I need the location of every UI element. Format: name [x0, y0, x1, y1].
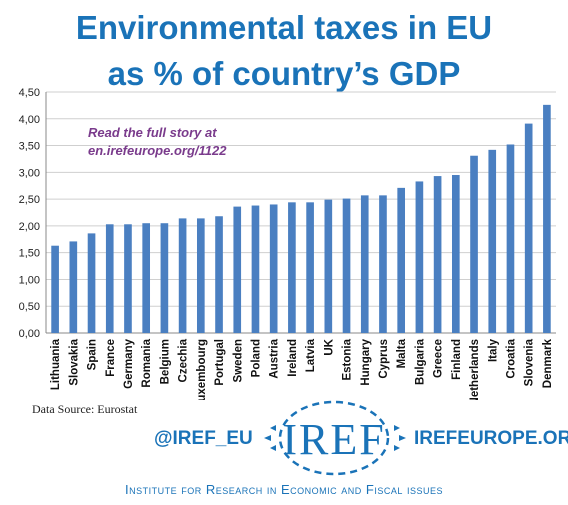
bar-germany	[124, 224, 132, 333]
x-tick-label: Italy	[487, 338, 499, 362]
y-tick-label: 2,50	[19, 194, 40, 206]
x-tick-label: Estonia	[342, 338, 354, 380]
x-tick-label: Belgium	[159, 339, 171, 384]
x-tick-label: Romania	[141, 338, 153, 387]
iref-logo: IREF	[264, 400, 406, 476]
y-axis: 0,00 0,50 1,00 1,50 2,00 2,50 3,00 3,50 4,00 4,50	[19, 87, 556, 340]
x-tick-label: Spain	[87, 339, 99, 370]
x-tick-label: Portugal	[214, 339, 226, 386]
x-tick-label: Cyprus	[378, 339, 390, 379]
x-tick-label: Ireland	[287, 339, 299, 377]
bar-ireland	[288, 202, 296, 333]
y-tick-label: 1,00	[19, 274, 40, 286]
story-link[interactable]: en.irefeurope.org/1122	[88, 143, 227, 158]
y-tick-label: 0,50	[19, 301, 40, 313]
x-tick-label: Croatia	[505, 338, 517, 378]
x-tick-label: Czechia	[178, 338, 190, 382]
x-tick-label: UK	[323, 338, 335, 355]
bar-estonia	[342, 198, 351, 333]
x-tick-label: Slovakia	[68, 338, 80, 385]
bar-sweden	[233, 206, 242, 333]
story-note-line1: Read the full story at	[88, 125, 217, 140]
x-tick-label: Bulgaria	[414, 338, 426, 385]
bar-spain	[87, 233, 96, 333]
bar-france	[105, 224, 114, 333]
bar-chart: 0,00 0,50 1,00 1,50 2,00 2,50 3,00 3,50 4,00 4,50…	[19, 87, 556, 400]
bar-portugal	[215, 216, 223, 333]
bars	[51, 104, 551, 333]
bar-cyprus	[379, 195, 387, 333]
x-tick-label: Austria	[269, 338, 281, 378]
bar-slovakia	[69, 241, 78, 333]
bar-uk	[324, 199, 333, 333]
bar-italy	[488, 149, 497, 333]
x-tick-label: Sweden	[232, 339, 244, 382]
x-tick-label: Greece	[433, 339, 445, 378]
y-tick-label: 2,00	[19, 221, 40, 233]
x-tick-label: Malta	[396, 338, 408, 368]
twitter-handle[interactable]: @IREF_EU	[154, 428, 253, 449]
x-tick-label: France	[105, 339, 117, 377]
bar-lithuania	[51, 245, 59, 333]
y-tick-label: 3,50	[19, 141, 40, 153]
bar-romania	[142, 223, 151, 333]
bar-bulgaria	[415, 181, 424, 333]
bar-belgium	[160, 223, 169, 333]
bar-greece	[433, 176, 442, 333]
chart-title-line1: Environmental taxes in EU	[75, 9, 493, 46]
bar-croatia	[506, 144, 515, 333]
x-tick-label: Poland	[250, 339, 262, 377]
bar-luxembourg	[196, 218, 205, 333]
x-tick-label: Slovenia	[524, 338, 536, 386]
x-tick-label: Lithuania	[50, 338, 62, 390]
bar-finland	[451, 175, 460, 333]
x-tick-label: Netherlands	[469, 339, 481, 400]
bar-austria	[269, 204, 278, 333]
x-tick-label: Latvia	[305, 338, 317, 372]
x-tick-label: Hungary	[360, 338, 372, 385]
x-tick-label: Denmark	[542, 338, 554, 388]
chart-title-line2: as % of country’s GDP	[107, 55, 461, 92]
bar-hungary	[360, 195, 369, 333]
y-tick-label: 1,50	[19, 248, 40, 260]
website-link[interactable]: IREFEUROPE.ORG	[414, 428, 568, 449]
y-tick-label: 4,50	[19, 87, 40, 99]
bar-latvia	[306, 202, 314, 333]
logo-text: IREF	[282, 415, 385, 464]
x-axis-labels: Lithuania Slovakia Spain France Germany Roman…	[50, 338, 554, 400]
x-tick-label: Luxembourg	[196, 339, 208, 400]
x-tick-label: Finland	[451, 339, 463, 380]
institute-name: Institute for Research in Economic and F…	[125, 482, 443, 497]
bar-netherlands	[470, 155, 478, 333]
x-tick-label: Germany	[123, 338, 135, 388]
y-tick-label: 3,00	[19, 167, 40, 179]
bar-poland	[251, 205, 260, 333]
data-source: Data Source: Eurostat	[32, 402, 138, 416]
y-tick-label: 0,00	[19, 328, 40, 340]
y-tick-label: 4,00	[19, 114, 40, 126]
bar-malta	[397, 187, 406, 333]
bar-denmark	[543, 104, 551, 333]
bar-slovenia	[524, 123, 533, 333]
bar-czechia	[178, 218, 187, 333]
